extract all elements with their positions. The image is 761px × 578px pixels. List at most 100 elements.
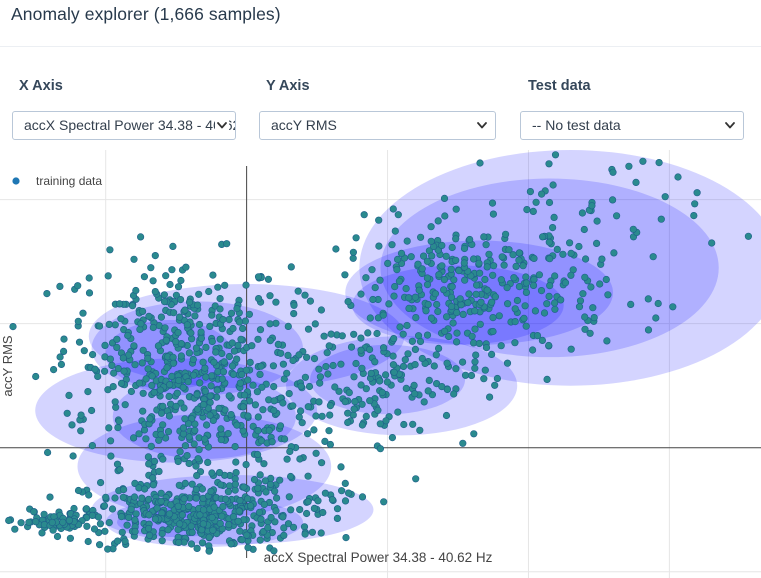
data-point [415,286,423,294]
data-point [121,537,129,545]
test-data-label: Test data [528,78,591,94]
y-axis-select-value: accY RMS [271,117,337,133]
data-point [661,193,669,201]
data-point [491,293,500,301]
data-point [88,511,96,520]
data-point [608,196,617,204]
data-point [149,481,157,489]
data-point [262,488,270,496]
data-point [241,317,249,325]
data-point [427,223,435,231]
y-axis-select[interactable]: accY RMS [259,111,496,140]
data-point [113,537,122,545]
data-point [371,358,379,366]
data-point [234,517,242,525]
data-point [548,223,557,232]
data-point [304,325,313,333]
data-point [162,272,170,280]
data-point [217,425,225,433]
data-point [223,240,231,248]
data-points[interactable] [5,151,753,555]
data-point [139,389,147,397]
data-point [588,202,596,210]
data-point [644,326,653,334]
data-point [596,280,604,288]
data-point [53,532,62,541]
data-point [11,525,19,533]
data-point [654,299,662,308]
scatter-plot-svg[interactable]: training data accX Spectral Power 34.38 … [0,150,761,578]
data-point [9,323,17,331]
data-point [225,392,233,400]
x-axis-select[interactable]: accX Spectral Power 34.38 - 40.62 Hz [12,111,236,140]
anomaly-scatter-chart[interactable]: training data accX Spectral Power 34.38 … [0,150,761,578]
data-point [285,493,293,501]
data-point [66,534,74,542]
data-point [225,521,233,529]
data-point [297,382,305,390]
data-point [157,313,165,321]
data-point [522,288,531,296]
data-point [513,296,522,305]
data-point [609,168,617,176]
data-point [545,238,553,246]
data-point [420,252,428,260]
data-point [411,361,419,369]
data-point [337,463,345,471]
data-point [326,411,334,419]
data-point [304,430,312,438]
data-point [238,370,246,379]
data-point [77,427,85,435]
data-point [192,462,200,470]
data-point [218,512,226,520]
data-point [532,198,540,206]
data-point [693,189,701,197]
data-point [281,435,289,443]
data-point [457,301,465,309]
data-point [144,354,152,362]
data-point [559,250,567,258]
data-point [105,424,113,432]
data-point [337,360,345,368]
data-point [477,298,485,306]
data-point [493,374,502,383]
data-point [228,362,237,370]
data-point [432,351,440,359]
data-point [371,284,379,292]
data-point [382,371,390,379]
data-point [565,239,574,247]
data-point [209,271,217,279]
data-point [561,279,570,287]
data-point [452,256,460,264]
data-point [350,330,358,338]
data-point [192,494,200,502]
data-point [264,275,273,283]
data-point [132,286,140,295]
data-point [235,507,243,515]
data-point [49,526,57,534]
data-point [405,294,413,302]
data-point [233,355,241,363]
data-point [402,384,410,392]
test-data-select[interactable]: -- No test data [520,111,744,140]
data-point [459,358,467,366]
legend[interactable]: training data [12,174,102,188]
data-point [401,356,409,364]
data-point [472,290,480,298]
data-point [165,412,173,420]
data-point [475,339,483,348]
data-point [272,298,280,306]
data-point [557,296,565,304]
data-point [301,373,310,381]
data-point [43,290,51,298]
data-point [579,290,587,298]
data-point [581,273,589,281]
data-point [251,401,259,409]
gmm-ellipse [359,150,761,386]
data-point [459,310,467,318]
data-point [151,251,159,260]
data-point [249,381,257,389]
data-point [657,215,665,223]
data-point [200,506,208,514]
data-point [344,409,352,417]
